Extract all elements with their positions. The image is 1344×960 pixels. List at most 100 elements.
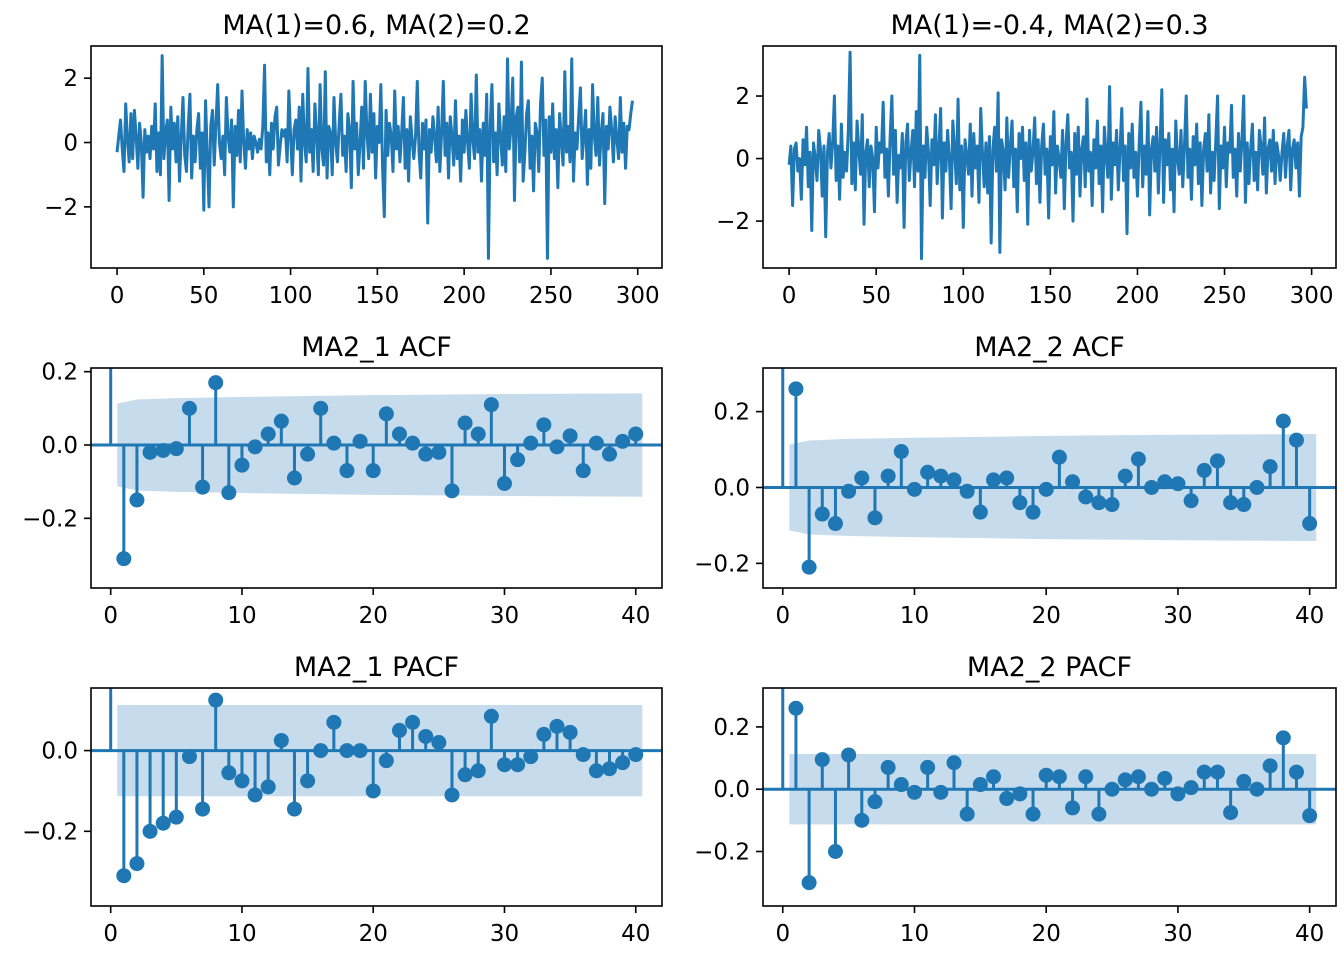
ma2-1-acf-stem-marker xyxy=(155,443,171,458)
ma2-2-pacf-stem-marker xyxy=(1209,764,1225,780)
ma2-1-acf-stem-marker xyxy=(444,483,460,499)
ma2-2-acf-stem-marker xyxy=(1144,479,1160,495)
ma2-1-pacf-stem-marker xyxy=(142,823,158,839)
ma2-2-acf-stem-marker xyxy=(986,472,1002,488)
ma2-2-series-plot-area xyxy=(787,50,1308,261)
ma2-1-pacf-stem-marker xyxy=(326,714,342,730)
ma2-2-acf-stem-marker xyxy=(946,472,962,488)
ma2-1-acf-x-tick-label: 40 xyxy=(621,603,650,629)
ma2-2-acf-stem-marker xyxy=(972,504,988,520)
ma2-2-series-x-tick-label: 250 xyxy=(1203,283,1247,309)
ma2-1-acf-stem-marker xyxy=(483,397,499,413)
ma2-1-pacf-y-tick-label: 0.0 xyxy=(41,739,78,765)
ma2-2-pacf-stem-marker xyxy=(1183,780,1199,796)
ma2-2-acf-stem-marker xyxy=(1249,479,1265,495)
ma2-1-acf-stem-marker xyxy=(142,444,158,460)
ma2-2-series-x-tick-label: 0 xyxy=(782,283,797,309)
ma2-1-pacf-stem-marker xyxy=(496,757,512,773)
ma2-1-pacf-stem-marker xyxy=(208,692,224,708)
ma2-1-series-y-tick-label: −2 xyxy=(44,195,78,221)
ma2-2-acf-stem-marker xyxy=(1302,516,1318,532)
ma2-1-pacf-axes-frame xyxy=(90,687,663,907)
ma2-1-pacf-stem-marker xyxy=(129,856,145,872)
ma2-1-pacf-stem-marker xyxy=(483,708,499,724)
ma2-1-pacf-panel: MA2_1 PACF 0 10 20 30 40 −0.2 0.0 xyxy=(22,652,663,947)
ma2-1-pacf-stem-marker xyxy=(615,755,631,771)
ma2-2-acf-stem-marker xyxy=(880,468,896,484)
ma2-1-pacf-stem-marker xyxy=(470,763,486,779)
ma2-2-pacf-stem-marker xyxy=(906,784,922,800)
ma2-2-pacf-stem-marker xyxy=(1078,769,1094,785)
ma2-1-pacf-stem-marker xyxy=(431,735,447,750)
ma2-2-pacf-stem-marker xyxy=(788,700,804,716)
ma2-2-series-x-tick-label: 150 xyxy=(1028,283,1072,309)
ma2-1-acf-stem-marker xyxy=(549,439,565,455)
ma2-2-series-x-tick-label: 300 xyxy=(1290,283,1334,309)
ma2-2-pacf-stem-marker xyxy=(1223,805,1239,821)
ma2-1-acf-stem-marker xyxy=(523,435,539,451)
ma2-2-pacf-x-tick-label: 20 xyxy=(1032,921,1061,947)
ma2-1-pacf-stem-marker xyxy=(510,757,526,773)
ma2-1-series-x-tick-label: 200 xyxy=(442,283,486,309)
ma2-1-series-y-tick-label: 2 xyxy=(63,66,78,92)
ma2-2-pacf-stem-marker xyxy=(827,844,843,859)
ma2-2-series-axes-frame xyxy=(762,45,1337,269)
ma2-2-pacf-x-tick-label: 10 xyxy=(900,921,929,947)
ma2-2-pacf-axes-frame xyxy=(762,687,1337,907)
ma2-1-acf-panel: MA2_1 ACF 0 10 20 30 40 −0.2 0.0 0.2 xyxy=(22,332,663,629)
ma2-2-acf-stem-marker xyxy=(1157,474,1173,490)
ma2-2-acf-x-tick-label: 10 xyxy=(900,603,929,629)
ma2-2-acf-stem-marker xyxy=(1091,495,1107,511)
ma2-1-pacf-stem-marker xyxy=(260,779,276,795)
ma2-2-acf-stem-marker xyxy=(1170,476,1186,492)
ma2-2-acf-stem-marker xyxy=(1038,481,1054,497)
ma2-2-acf-stem-marker xyxy=(867,510,883,526)
ma2-1-acf-stem-marker xyxy=(273,413,289,429)
ma2-1-series-x-tick-label: 300 xyxy=(616,283,660,309)
ma2-1-acf-plot-area xyxy=(91,368,662,567)
ma2-1-acf-stem-marker xyxy=(116,551,132,567)
ma2-1-acf-stem-marker xyxy=(628,426,644,442)
ma2-2-pacf-stem-marker xyxy=(1091,806,1107,822)
ma2-1-series-x-tick-label: 250 xyxy=(529,283,573,309)
ma2-2-series-x-tick-label: 100 xyxy=(941,283,985,309)
ma2-2-acf-stem-marker xyxy=(933,468,949,484)
ma2-1-acf-stem-marker xyxy=(365,463,381,479)
ma2-2-series-y-tick-label: −2 xyxy=(716,209,750,235)
ma2-1-pacf-stem-marker xyxy=(549,718,565,734)
ma2-1-acf-x-tick-label: 30 xyxy=(490,603,519,629)
ma2-1-acf-stem-marker xyxy=(418,446,434,462)
ma2-1-pacf-stem-marker xyxy=(300,773,316,789)
ma2-2-acf-stem-marker xyxy=(1104,497,1120,513)
ma2-1-pacf-y-tick-label: −0.2 xyxy=(22,819,78,845)
ma2-2-series-y-tick-label: 0 xyxy=(735,147,750,173)
ma2-1-acf-axes-frame xyxy=(90,367,663,589)
ma2-2-series-x-tick-label: 200 xyxy=(1115,283,1159,309)
ma2-2-acf-x-tick-label: 0 xyxy=(775,603,790,629)
ma2-2-pacf-x-tick-label: 30 xyxy=(1163,921,1192,947)
ma2-1-pacf-stem-marker xyxy=(247,787,263,803)
ma2-1-acf-stem-marker xyxy=(339,463,355,479)
ma2-1-pacf-stem-marker xyxy=(286,801,302,817)
ma2-1-pacf-stem-marker xyxy=(418,728,434,744)
ma2-1-acf-stem-marker xyxy=(313,400,329,416)
ma2-2-pacf-panel: MA2_2 PACF 0 10 20 30 40 −0.2 0.0 0.2 xyxy=(694,652,1337,947)
ma2-1-acf-y-tick-label: 0.0 xyxy=(41,433,78,459)
ma2-2-pacf-stem-marker xyxy=(801,875,817,891)
ma2-2-pacf-stem-marker xyxy=(1275,730,1291,746)
ma2-1-acf-stem-marker xyxy=(562,428,578,444)
ma2-2-pacf-stem-marker xyxy=(1157,770,1173,786)
ma2-2-acf-stem-marker xyxy=(1275,413,1291,429)
ma2-1-pacf-stem-marker xyxy=(313,743,329,759)
ma2-1-pacf-stem-marker xyxy=(523,749,539,765)
ma2-2-pacf-stem-marker xyxy=(1144,781,1160,797)
ma2-2-acf-title: MA2_2 ACF xyxy=(974,332,1125,363)
ma2-2-pacf-y-tick-label: 0.2 xyxy=(713,715,750,741)
ma2-1-acf-stem-marker xyxy=(247,439,263,455)
ma2-1-acf-stem-marker xyxy=(286,470,302,486)
ma2-2-series-y-tick-label: 2 xyxy=(735,84,750,110)
ma2-1-acf-stem-marker xyxy=(615,433,631,449)
ma2-2-pacf-stem-marker xyxy=(893,777,909,793)
ma2-1-series-title: MA(1)=0.6, MA(2)=0.2 xyxy=(222,10,530,41)
ma2-1-series-x-tick-label: 150 xyxy=(355,283,399,309)
